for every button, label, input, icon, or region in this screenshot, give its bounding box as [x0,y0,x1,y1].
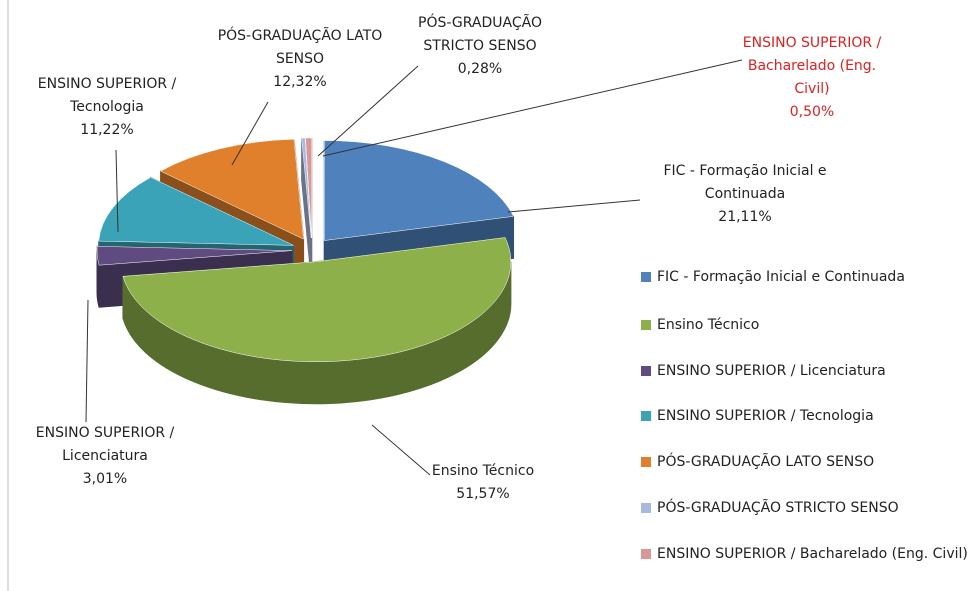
data-label-category: FIC - Formação Inicial e Continuada [663,163,827,202]
data-label-value: 12,32% [273,74,327,90]
data-label: PÓS-GRADUAÇÃO LATO SENSO 12,32% [215,25,385,94]
data-label-category: Ensino Técnico [431,463,535,479]
data-label: FIC - Formação Inicial e Continuada 21,11… [645,160,845,229]
data-label: PÓS-GRADUAÇÃO STRICTO SENSO 0,28% [395,12,565,81]
data-label-value: 21,11% [718,209,772,225]
leader-line [317,65,419,157]
leader-line [115,149,119,233]
slice [324,140,514,241]
data-label-category: ENSINO SUPERIOR / Bacharelado (Eng. Civi… [742,35,882,97]
slice [96,246,293,266]
leader-line [231,101,269,166]
slice [305,137,312,239]
legend-entry: ENSINO SUPERIOR / Tecnologia [641,405,969,427]
slice [122,237,512,363]
legend-entry: Ensino Técnico [641,314,969,336]
legend-label: Ensino Técnico [657,317,760,333]
data-label-category: PÓS-GRADUAÇÃO LATO SENSO [217,28,383,67]
legend-entry: FIC - Formação Inicial e Continuada [641,266,969,288]
legend-entry: ENSINO SUPERIOR / Bacharelado (Eng. Civi… [641,543,969,565]
legend-label: PÓS-GRADUAÇÃO LATO SENSO [657,454,875,470]
slice-tops [96,137,514,363]
legend-label: FIC - Formação Inicial e Continuada [657,269,905,285]
data-label-value: 11,22% [80,122,134,138]
legend-label: PÓS-GRADUAÇÃO STRICTO SENSO [657,500,899,516]
leader-line [507,199,641,213]
legend-swatch [641,411,651,421]
legend-entry: PÓS-GRADUAÇÃO STRICTO SENSO [641,497,969,519]
leader-line [85,299,89,423]
legend-entry: PÓS-GRADUAÇÃO LATO SENSO [641,451,969,473]
data-label-category: ENSINO SUPERIOR / Tecnologia [37,76,177,115]
data-label: ENSINO SUPERIOR / Tecnologia 11,22% [7,73,207,142]
leader-line [322,59,743,157]
leader-line [371,424,431,476]
legend-swatch [641,320,651,330]
legend-entry: ENSINO SUPERIOR / Licenciatura [641,360,969,382]
data-label-value: 0,50% [789,104,835,120]
slice [301,137,312,239]
legend-label: ENSINO SUPERIOR / Tecnologia [657,408,874,424]
legend-label: ENSINO SUPERIOR / Bacharelado (Eng. Civi… [657,546,968,562]
data-label-value: 3,01% [82,471,128,487]
data-label: ENSINO SUPERIOR / Bacharelado (Eng. Civi… [732,32,892,124]
leader-lines [85,59,743,476]
legend-swatch [641,272,651,282]
legend-label: ENSINO SUPERIOR / Licenciatura [657,363,886,379]
legend-swatch [641,457,651,467]
data-label-value: 0,28% [457,61,503,77]
slice [98,177,294,246]
legend-swatch [641,503,651,513]
data-label-category: PÓS-GRADUAÇÃO STRICTO SENSO [418,15,542,54]
legend-swatch [641,549,651,559]
data-label-category: ENSINO SUPERIOR / Licenciatura [35,425,175,464]
data-label: Ensino Técnico 51,57% [408,460,558,506]
legend-swatch [641,366,651,376]
data-label-value: 51,57% [456,486,510,502]
slice [160,138,304,240]
data-label: ENSINO SUPERIOR / Licenciatura 3,01% [5,422,205,491]
